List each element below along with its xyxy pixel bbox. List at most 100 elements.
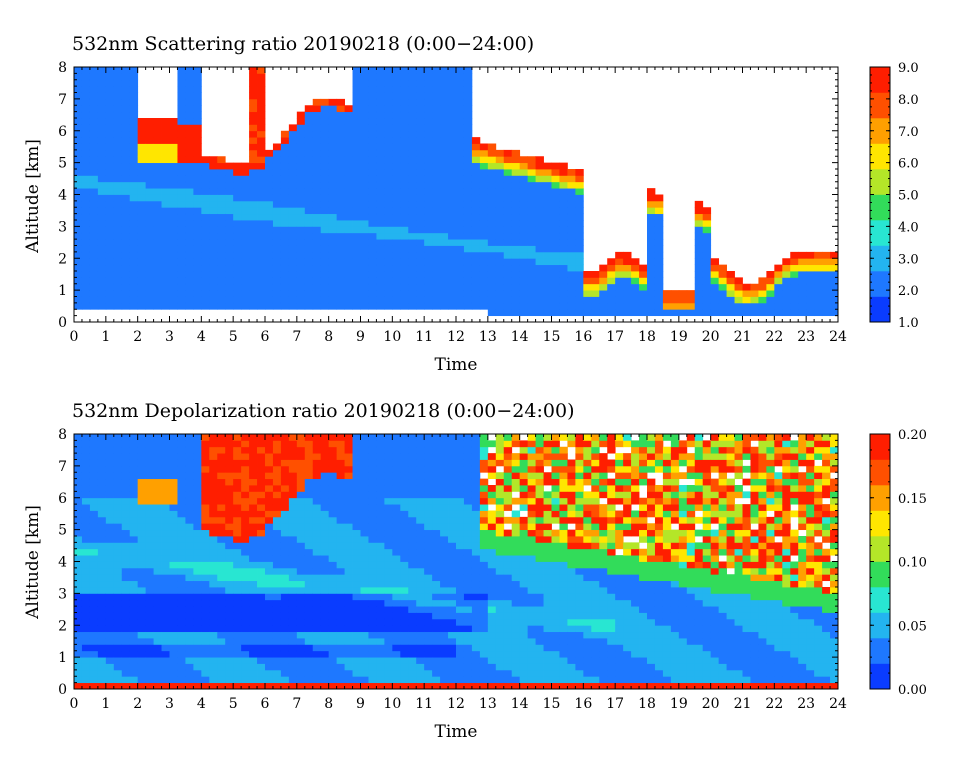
heatmap-cell (336, 137, 345, 144)
heatmap-cell (726, 277, 735, 285)
heatmap-cell (416, 491, 425, 499)
heatmap-cell (408, 663, 417, 671)
heatmap-cell (495, 149, 505, 157)
heatmap-cell (495, 309, 505, 317)
heatmap-cell (376, 625, 385, 633)
heatmap-cell (280, 676, 290, 684)
heatmap-cell (209, 283, 218, 291)
heatmap-cell (702, 226, 712, 234)
heatmap-cell (368, 264, 377, 272)
heatmap-cell (241, 220, 250, 227)
heatmap-cell (304, 638, 314, 645)
heatmap-cell (495, 169, 505, 176)
heatmap-cell (296, 574, 306, 582)
heatmap-cell (74, 625, 83, 633)
heatmap-cell (241, 510, 250, 518)
heatmap-cell (432, 574, 441, 582)
heatmap-cell (312, 465, 322, 473)
heatmap-cell (368, 561, 377, 569)
heatmap-cell (145, 169, 154, 176)
heatmap-cell (233, 434, 242, 441)
heatmap-cell (257, 644, 266, 652)
heatmap-cell (169, 220, 178, 227)
heatmap-cell (129, 232, 139, 240)
heatmap-cell (487, 213, 497, 221)
heatmap-cell (503, 650, 513, 658)
heatmap-cell (456, 143, 465, 151)
heatmap-cell (129, 79, 139, 87)
heatmap-cell (495, 631, 505, 639)
heatmap-cell (145, 264, 154, 272)
heatmap-cell (217, 200, 226, 208)
heatmap-cell (169, 491, 178, 499)
heatmap-cell (440, 296, 449, 304)
heatmap-cell (288, 213, 298, 221)
heatmap-cell (336, 220, 345, 227)
heatmap-cell (710, 271, 720, 278)
heatmap-cell (145, 523, 154, 531)
heatmap-cell (233, 239, 242, 246)
heatmap-cell (535, 175, 544, 183)
heatmap-cell (535, 309, 544, 317)
heatmap-cell (440, 638, 449, 645)
heatmap-cell (495, 612, 505, 620)
heatmap-cell (280, 162, 290, 170)
heatmap-cell (241, 587, 250, 594)
heatmap-cell (487, 638, 497, 645)
heatmap-cell (304, 548, 314, 556)
heatmap-cell (463, 207, 473, 215)
heatmap-cell (137, 574, 147, 582)
heatmap-cell (432, 587, 441, 594)
heatmap-cell (193, 472, 202, 480)
heatmap-cell (265, 574, 274, 582)
heatmap-cell (424, 523, 433, 531)
heatmap-cell (320, 587, 330, 594)
heatmap-cell (384, 434, 393, 441)
heatmap-cell (304, 207, 314, 215)
heatmap-cell (360, 580, 369, 588)
heatmap-cell (145, 239, 154, 246)
heatmap-cell (113, 124, 123, 132)
heatmap-cell (89, 536, 99, 543)
heatmap-cell (113, 593, 123, 601)
heatmap-cell (487, 194, 497, 202)
heatmap-cell (129, 599, 139, 607)
heatmap-cell (440, 188, 449, 195)
heatmap-cell (352, 79, 361, 87)
heatmap-cell (360, 663, 369, 671)
heatmap-cell (121, 111, 131, 119)
heatmap-cell (631, 264, 640, 272)
heatmap-cell (105, 446, 115, 454)
heatmap-cell (448, 434, 457, 441)
heatmap-cell (113, 446, 123, 454)
heatmap-cell (384, 542, 393, 550)
heatmap-cell (225, 676, 234, 684)
heatmap-cell (392, 162, 401, 170)
heatmap-cell (209, 510, 218, 518)
heatmap-cell (233, 567, 242, 575)
heatmap-cell (193, 446, 202, 454)
heatmap-cell (185, 440, 194, 448)
heatmap-cell (702, 302, 712, 310)
heatmap-cell (272, 510, 282, 518)
heatmap-cell (487, 162, 497, 170)
heatmap-cell (758, 277, 767, 285)
heatmap-cell (233, 194, 242, 202)
heatmap-cell (376, 181, 385, 189)
heatmap-cell (177, 283, 186, 291)
heatmap-cell (241, 669, 250, 677)
heatmap-cell (217, 536, 226, 543)
heatmap-cell (559, 283, 568, 291)
heatmap-cell (535, 162, 544, 170)
heatmap-cell (543, 290, 552, 297)
heatmap-cell (328, 516, 338, 524)
heatmap-cell (822, 258, 831, 266)
heatmap-cell (631, 271, 640, 278)
heatmap-cell (400, 92, 409, 100)
heatmap-cell (169, 606, 178, 613)
heatmap-cell (440, 434, 449, 441)
heatmap-cell (145, 516, 154, 524)
heatmap-cell (376, 618, 385, 626)
heatmap-cell (137, 459, 147, 467)
heatmap-cell (249, 290, 258, 297)
